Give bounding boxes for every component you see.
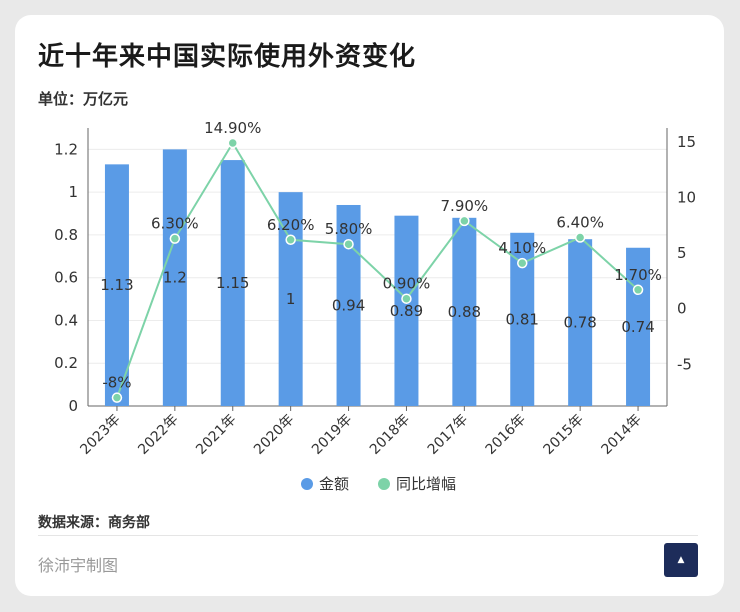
bar (452, 217, 477, 406)
bar (336, 204, 361, 406)
growth-line (116, 141, 639, 399)
x-tick-label: 2022年 (135, 412, 181, 458)
growth-value-label: 6.30% (151, 215, 199, 233)
chart-card (15, 15, 724, 596)
growth-point (285, 234, 296, 246)
bar-value-label: 0.89 (390, 302, 423, 320)
bar (162, 149, 187, 406)
author-credit: 徐沛宇制图 (38, 556, 119, 575)
y-right-tick: 15 (677, 133, 696, 151)
y-left-tick: 0.8 (54, 226, 78, 244)
x-tick-label: 2020年 (251, 412, 297, 458)
y-left-tick: 1 (68, 183, 78, 201)
x-tick-label: 2015年 (541, 412, 587, 458)
legend-label-amount: 金额 (319, 475, 349, 493)
growth-value-label: 7.90% (441, 197, 489, 215)
y-right-tick: 5 (677, 244, 687, 262)
growth-point (459, 215, 470, 227)
bar-value-label: 0.74 (621, 318, 654, 336)
growth-point (401, 293, 412, 304)
bar (220, 160, 245, 406)
y-left-tick: 1.2 (54, 140, 78, 158)
y-right-tick: 10 (677, 189, 696, 207)
bar (104, 164, 129, 406)
legend-swatch-growth (378, 478, 390, 490)
bar-value-label: 1.13 (100, 276, 133, 294)
y-right-tick: -5 (677, 355, 692, 373)
bar-value-label: 0.94 (332, 296, 365, 314)
data-source: 数据来源：商务部 (38, 515, 150, 531)
growth-point (517, 257, 528, 269)
y-left-tick: 0.4 (54, 311, 78, 329)
chart-title: 近十年来中国实际使用外资变化 (38, 42, 417, 72)
growth-value-label: 5.80% (325, 220, 373, 238)
growth-point (169, 233, 181, 244)
growth-point (343, 238, 354, 250)
growth-value-label: 14.90% (204, 119, 261, 137)
y-left-tick: 0.6 (54, 269, 78, 287)
bar (568, 239, 593, 406)
y-left-tick: 0.2 (54, 354, 78, 372)
bar (394, 215, 419, 406)
growth-point (111, 392, 123, 403)
growth-value-label: 6.40% (556, 214, 604, 232)
unit-label: 单位：万亿元 (38, 90, 129, 108)
bar-value-label: 0.88 (448, 303, 481, 321)
brand-logo-icon: ▲ (664, 543, 698, 577)
bar-value-label: 1.2 (163, 269, 187, 287)
bar-value-label: 1.15 (216, 274, 249, 292)
x-tick-label: 2016年 (483, 412, 529, 458)
growth-value-label: -8% (102, 374, 131, 392)
y-left-tick: 0 (68, 397, 78, 415)
x-tick-label: 2014年 (598, 412, 644, 458)
bar-value-label: 0.81 (506, 310, 539, 328)
bar-value-label: 0.78 (563, 314, 596, 332)
x-tick-label: 2019年 (309, 412, 355, 458)
growth-value-label: 0.90% (383, 275, 431, 293)
divider (38, 535, 698, 536)
growth-point (227, 137, 238, 149)
bar-value-label: 1 (286, 290, 296, 308)
y-right-tick: 0 (677, 300, 687, 318)
growth-point (632, 284, 644, 296)
growth-value-label: 6.20% (267, 216, 315, 234)
growth-point (574, 232, 586, 243)
bar (626, 247, 651, 406)
x-tick-label: 2018年 (367, 412, 413, 458)
growth-value-label: 1.70% (614, 266, 662, 284)
x-tick-label: 2017年 (425, 412, 471, 458)
legend-swatch-amount (301, 478, 313, 490)
x-tick-label: 2023年 (77, 412, 123, 458)
x-tick-label: 2021年 (193, 412, 239, 458)
growth-value-label: 4.10% (498, 239, 546, 257)
legend-label-growth: 同比增幅 (396, 475, 456, 493)
